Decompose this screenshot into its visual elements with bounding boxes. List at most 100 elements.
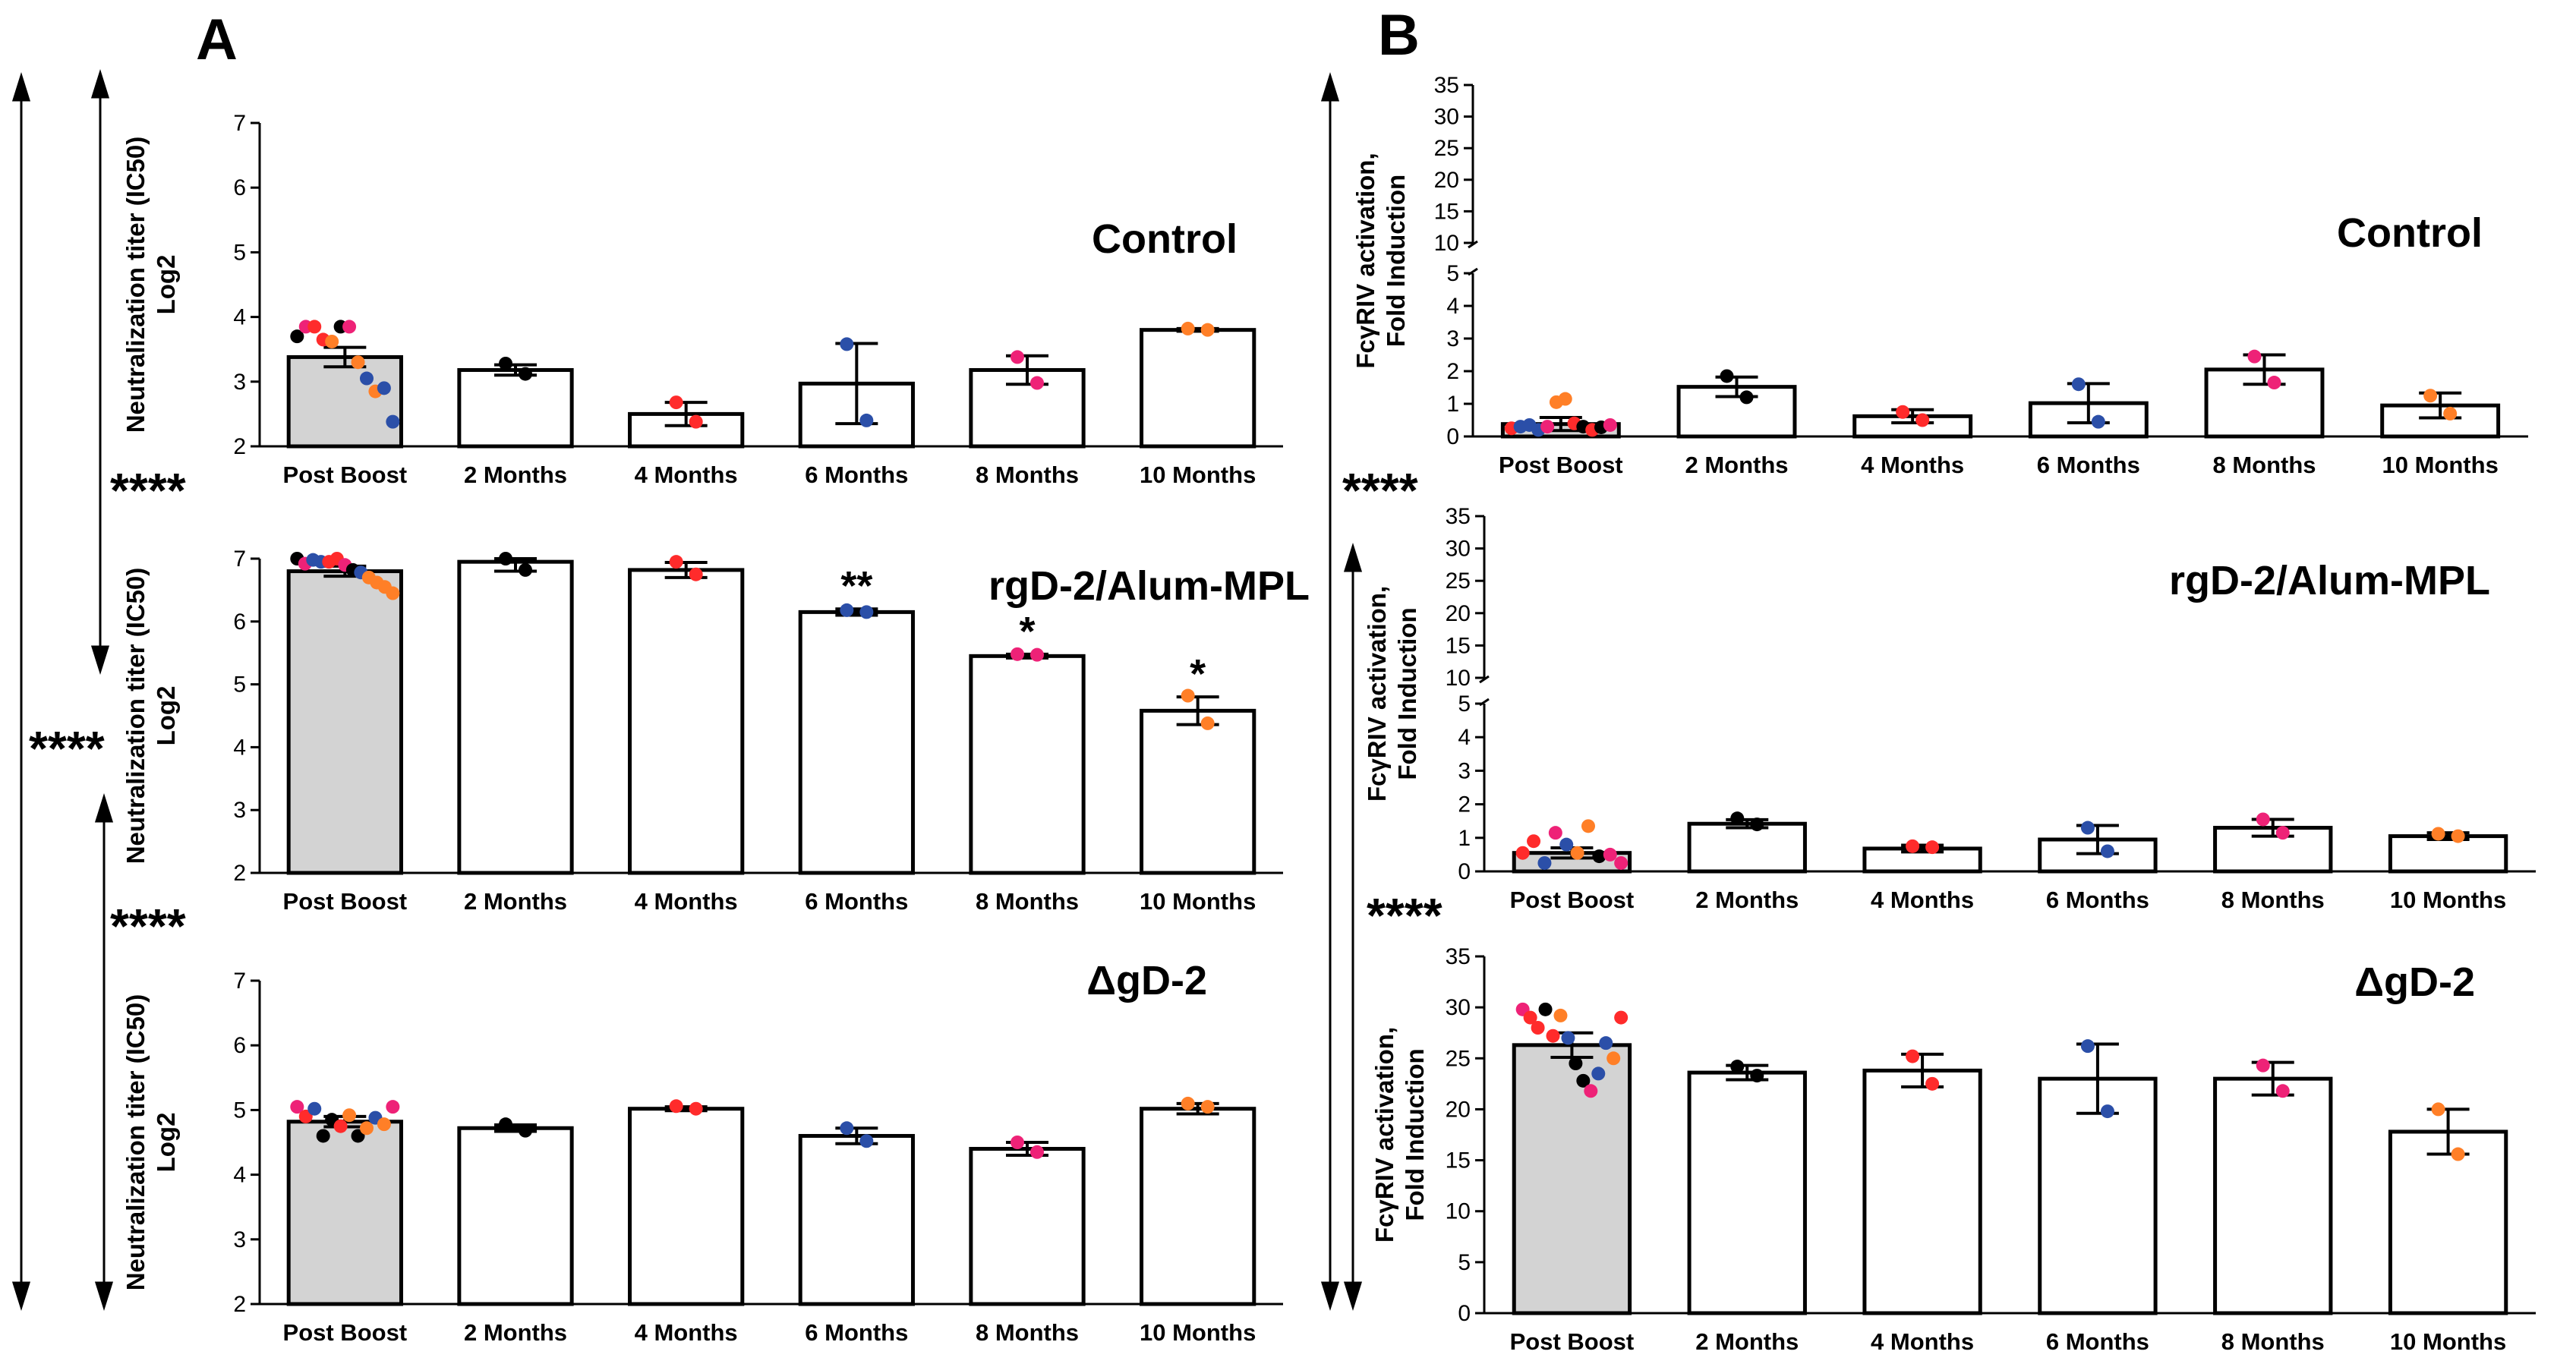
y-tick-label: 2 xyxy=(233,1292,246,1317)
data-point xyxy=(298,1109,313,1123)
data-point xyxy=(1906,1049,1920,1063)
data-point xyxy=(342,320,357,334)
x-tick-label: 8 Months xyxy=(976,1319,1079,1346)
sig-b-rgd2-vs-dgd2: **** xyxy=(1367,888,1442,943)
data-point xyxy=(1546,1029,1560,1043)
data-point xyxy=(386,414,400,429)
data-point xyxy=(840,603,854,617)
y-axis-label: Neutralization titer (IC50)Log2 xyxy=(121,568,180,865)
x-tick-label: 8 Months xyxy=(2212,452,2316,478)
x-tick-label: 2 Months xyxy=(1695,1328,1799,1355)
data-point xyxy=(1538,1002,1553,1016)
y-tick-label: 2 xyxy=(1458,792,1471,817)
x-tick-label: 10 Months xyxy=(2390,1328,2506,1355)
data-point xyxy=(689,567,703,581)
y-tick-label: 10 xyxy=(1446,666,1471,691)
y-tick-label: 1 xyxy=(1446,392,1459,417)
data-point xyxy=(1559,837,1574,852)
data-point xyxy=(2080,1039,2095,1054)
x-tick-label: Post Boost xyxy=(283,888,408,915)
y-axis-label-line: FcγRIV activation, xyxy=(1351,153,1379,368)
x-tick-label: 4 Months xyxy=(635,888,738,915)
chart-b-rgd2-alum-mpl: 0 1 2 3 4 510 15 20 25 30 35 FcγRIV activation,Fold… xyxy=(1363,504,2536,913)
x-tick-label: 8 Months xyxy=(2221,887,2325,913)
significance-mark: * xyxy=(1019,609,1035,654)
data-point xyxy=(840,1121,854,1136)
data-point xyxy=(1540,420,1555,434)
data-point xyxy=(1531,1021,1545,1035)
data-point xyxy=(669,555,683,569)
y-tick-label: 7 xyxy=(233,969,246,994)
x-tick-label: 10 Months xyxy=(1140,888,1256,915)
x-tick-label: 6 Months xyxy=(2046,887,2149,913)
y-tick-label: 10 xyxy=(1434,231,1459,256)
data-point xyxy=(1614,1010,1629,1025)
data-point xyxy=(1181,321,1195,335)
y-axis-label-line: Log2 xyxy=(152,686,180,746)
x-tick-label: 4 Months xyxy=(1871,887,1974,913)
y-tick-label: 0 xyxy=(1446,424,1459,449)
data-point xyxy=(2071,377,2086,392)
x-tick-label: 4 Months xyxy=(1861,452,1964,478)
bar-8-months xyxy=(2213,1076,2333,1315)
data-point xyxy=(859,413,874,427)
x-tick-label: 6 Months xyxy=(805,1319,908,1346)
data-point xyxy=(1548,826,1562,840)
y-axis-label: Neutralization titer (IC50)Log2 xyxy=(121,137,180,433)
data-point xyxy=(1181,688,1195,703)
x-tick-label: Post Boost xyxy=(1510,887,1635,913)
data-point xyxy=(669,395,683,410)
y-tick-label: 5 xyxy=(1458,691,1471,717)
data-point xyxy=(2247,349,2262,364)
data-point xyxy=(1750,1069,1764,1083)
sig-control-vs-rgd2: **** xyxy=(110,463,186,518)
y-axis-label: FcγRIV activation,Fold Induction xyxy=(1370,1027,1429,1243)
data-point xyxy=(1606,1051,1621,1066)
y-tick-label: 0 xyxy=(1458,859,1471,884)
data-point xyxy=(377,381,391,395)
data-point xyxy=(2080,821,2095,835)
y-axis-label-line: Fold Induction xyxy=(1393,607,1421,780)
data-point xyxy=(290,329,304,344)
data-point xyxy=(519,562,532,577)
data-point xyxy=(1925,840,1940,855)
data-point xyxy=(499,1117,512,1132)
data-point xyxy=(2100,844,2114,858)
y-tick-label: 20 xyxy=(1446,1097,1471,1122)
data-point xyxy=(1584,1084,1598,1098)
data-point xyxy=(1603,847,1617,862)
bar-4-months xyxy=(628,1107,745,1306)
data-point xyxy=(386,1100,400,1114)
y-tick-label: 20 xyxy=(1434,168,1459,193)
data-point xyxy=(2275,1084,2290,1098)
x-tick-label: 6 Months xyxy=(2037,452,2140,478)
x-tick-label: 8 Months xyxy=(2221,1328,2325,1355)
chart-title: Control xyxy=(1092,216,1238,262)
data-point xyxy=(2100,1104,2114,1119)
x-tick-label: 10 Months xyxy=(2382,452,2499,478)
x-tick-label: 2 Months xyxy=(464,888,567,915)
panel-letter-a: A xyxy=(196,8,238,72)
data-point xyxy=(351,355,365,370)
x-tick-label: 10 Months xyxy=(1140,461,1256,488)
data-point xyxy=(1030,376,1044,390)
data-point xyxy=(2443,406,2458,421)
bar-post-boost xyxy=(286,354,403,449)
sig-control-vs-dgd2: **** xyxy=(29,721,105,776)
y-tick-label: 6 xyxy=(233,175,246,200)
x-tick-label: 10 Months xyxy=(2390,887,2506,913)
data-point xyxy=(386,586,400,600)
y-axis-label-line: Neutralization titer (IC50) xyxy=(121,994,150,1291)
y-tick-label: 6 xyxy=(233,610,246,635)
y-tick-label: 5 xyxy=(233,240,246,265)
y-tick-label: 0 xyxy=(1458,1301,1471,1326)
data-point xyxy=(290,1100,304,1114)
bar-2-months xyxy=(1687,1070,1807,1315)
data-point xyxy=(1730,811,1745,826)
data-point xyxy=(1200,1100,1215,1114)
data-point xyxy=(2451,829,2465,843)
data-point xyxy=(1614,855,1629,870)
data-point xyxy=(859,605,874,619)
data-point xyxy=(2256,812,2270,827)
sig-b-control-vs-dgd2: **** xyxy=(1342,463,1418,518)
